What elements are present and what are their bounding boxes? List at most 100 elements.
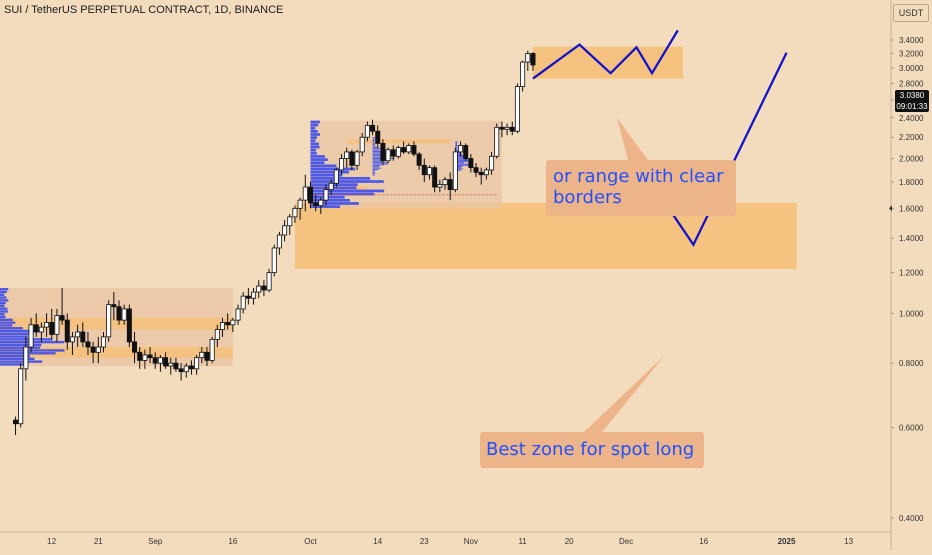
candle-body xyxy=(313,202,319,206)
candle-body xyxy=(437,184,443,188)
volume-profile-bar xyxy=(0,318,13,322)
volume-profile-bar xyxy=(310,126,316,130)
x-tick-label: 14 xyxy=(373,537,382,546)
volume-profile-bar xyxy=(0,288,9,291)
value-area-band xyxy=(346,139,451,144)
volume-profile-bar xyxy=(0,335,28,338)
volume-profile-bar xyxy=(310,139,316,143)
candle-body xyxy=(333,169,339,184)
candle-body xyxy=(64,319,70,343)
volume-profile-bar xyxy=(310,158,328,161)
volume-profile-bar xyxy=(455,152,461,154)
value-area-band xyxy=(0,317,233,330)
candle-body xyxy=(163,357,169,367)
candle-body xyxy=(168,362,174,367)
currency-label[interactable]: USDT xyxy=(893,4,929,22)
candle-body xyxy=(54,315,60,335)
candle-body xyxy=(318,199,324,206)
candle-body xyxy=(230,319,236,326)
candle-body xyxy=(266,272,272,291)
candle-body xyxy=(121,308,127,321)
volume-profile-bar xyxy=(455,154,469,156)
volume-profile-bar xyxy=(455,167,462,169)
volume-profile-bar xyxy=(0,299,9,302)
candle-body xyxy=(411,145,417,155)
candle-body xyxy=(23,346,29,370)
candle-body xyxy=(442,179,448,185)
volume-profile-bar xyxy=(0,346,41,349)
candle-body xyxy=(504,126,510,130)
volume-profile-bar xyxy=(310,183,358,187)
candle-body xyxy=(344,151,350,159)
candle-body xyxy=(530,53,536,66)
candle-body xyxy=(33,324,39,333)
volume-profile-bar xyxy=(0,357,35,361)
candle-body xyxy=(75,331,81,338)
volume-profile-bar xyxy=(372,159,388,161)
candle-body xyxy=(225,322,231,326)
volume-profile-bar xyxy=(372,155,384,157)
volume-profile-bar xyxy=(455,145,458,147)
volume-profile-bar xyxy=(372,148,382,150)
candle-body xyxy=(276,234,282,249)
candle-body xyxy=(49,322,55,335)
candle-body xyxy=(302,186,308,201)
candle-body xyxy=(483,169,489,176)
x-tick-label: 2025 xyxy=(778,537,796,546)
candle-body xyxy=(499,126,505,130)
volume-profile-bar xyxy=(310,173,343,177)
candle-body xyxy=(520,61,526,87)
candle-body xyxy=(173,362,179,370)
x-tick-label: Dec xyxy=(619,537,633,546)
candle-body xyxy=(251,291,257,299)
volume-profile-bar xyxy=(372,137,376,139)
volume-profile-bar xyxy=(372,146,379,148)
y-tick-label: 1.8000 xyxy=(899,178,924,187)
candle-body xyxy=(147,354,153,359)
volume-profile-bar xyxy=(310,151,317,155)
volume-profile-bar xyxy=(372,142,376,144)
volume-profile-bar xyxy=(310,161,325,165)
candle-body xyxy=(468,158,474,169)
candle-body xyxy=(458,145,464,153)
value-area-band xyxy=(0,347,233,358)
volume-profile-bar xyxy=(372,138,375,140)
candle-body xyxy=(478,171,484,176)
candle-body xyxy=(219,322,225,330)
volume-profile-bar xyxy=(310,120,320,124)
range-callout-pointer xyxy=(617,118,648,160)
candle-body xyxy=(209,338,215,361)
y-tick-label: 2.8000 xyxy=(899,79,924,88)
y-tick-label: 3.2000 xyxy=(899,50,924,59)
candle-body xyxy=(13,419,19,425)
volume-profile-bar xyxy=(0,349,65,352)
candle-body xyxy=(463,145,469,159)
candle-body xyxy=(447,179,453,191)
volume-profile-bar xyxy=(455,161,469,163)
volume-profile-bar xyxy=(372,151,382,153)
candle-body xyxy=(188,365,194,370)
volume-profile-bar xyxy=(372,164,381,166)
x-tick-label: 16 xyxy=(228,537,237,546)
volume-profile-bar xyxy=(372,141,375,143)
candle-body xyxy=(416,153,422,166)
volume-profile-bar xyxy=(455,157,464,159)
volume-profile-bar xyxy=(372,162,389,164)
candle-body xyxy=(235,308,241,321)
candle-body xyxy=(59,315,65,321)
volume-profile-bar xyxy=(0,332,34,335)
candle-body xyxy=(406,145,412,153)
callout-connectors-layer xyxy=(584,118,665,432)
volume-profile-bar xyxy=(0,363,26,366)
volume-profile-bar xyxy=(372,163,389,165)
candle-body xyxy=(323,189,329,201)
crosshair-marker xyxy=(889,205,892,212)
candles-layer xyxy=(13,50,536,436)
candle-body xyxy=(452,151,458,191)
volume-profile-bar xyxy=(310,123,319,127)
candle-body xyxy=(18,368,24,425)
y-tick-label: 2.2000 xyxy=(899,133,924,142)
candle-body xyxy=(292,207,298,218)
